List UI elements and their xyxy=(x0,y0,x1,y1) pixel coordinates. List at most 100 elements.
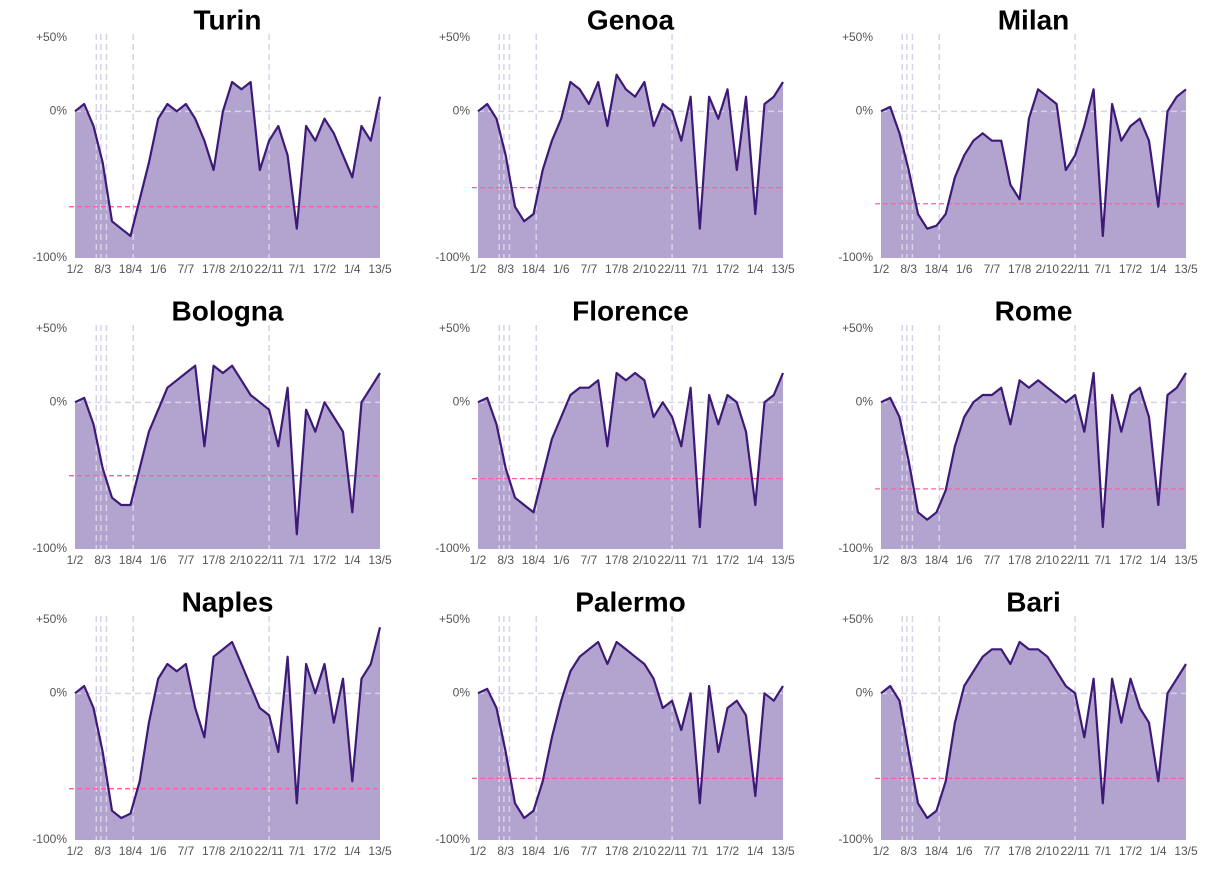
x-tick-label: 22/11 xyxy=(658,262,687,276)
y-tick-label: 0% xyxy=(856,686,874,700)
x-tick-label: 1/2 xyxy=(67,553,84,567)
x-tick-label: 18/4 xyxy=(119,844,143,858)
chart-title: Genoa xyxy=(587,4,675,35)
x-tick-label: 8/3 xyxy=(497,262,514,276)
x-tick-label: 1/4 xyxy=(344,844,361,858)
x-tick-label: 1/6 xyxy=(150,262,167,276)
area xyxy=(75,365,380,549)
y-tick-label: -100% xyxy=(435,832,470,846)
y-tick-label: 0% xyxy=(453,104,471,118)
x-tick-label: 7/7 xyxy=(984,262,1001,276)
x-tick-label: 1/4 xyxy=(1150,844,1167,858)
x-tick-label: 18/4 xyxy=(522,262,546,276)
x-tick-label: 1/6 xyxy=(553,844,570,858)
x-tick-label: 2/10 xyxy=(1036,844,1060,858)
y-tick-label: 0% xyxy=(50,686,68,700)
x-tick-label: 1/6 xyxy=(150,553,167,567)
area xyxy=(478,373,783,549)
chart-title: Milan xyxy=(998,4,1070,35)
x-tick-label: 22/11 xyxy=(255,553,284,567)
x-tick-label: 17/2 xyxy=(313,553,337,567)
x-tick-label: 22/11 xyxy=(1061,844,1090,858)
chart-panel: Turin +50% 0% -100%1/2 8/3 18/4 1/6 7/7 17/8 2/10… xyxy=(32,4,392,276)
y-tick-label: -100% xyxy=(838,250,873,264)
chart-panel: Florence +50% 0% -100%1/2 8/3 18/4 1/6 7/7 17/8 2… xyxy=(435,295,795,567)
x-tick-label: 8/3 xyxy=(900,262,917,276)
y-tick-label: -100% xyxy=(435,541,470,555)
x-tick-label: 1/2 xyxy=(470,844,487,858)
x-tick-label: 7/7 xyxy=(178,844,195,858)
x-tick-label: 7/1 xyxy=(1094,844,1111,858)
chart-panel: Bari +50% 0% -100%1/2 8/3 18/4 1/6 7/7 17/8 2/10 2… xyxy=(838,586,1198,858)
x-tick-label: 2/10 xyxy=(633,262,657,276)
x-tick-label: 1/2 xyxy=(470,262,487,276)
y-tick-label: +50% xyxy=(842,30,873,44)
x-tick-label: 7/1 xyxy=(1094,262,1111,276)
x-tick-label: 13/5 xyxy=(1174,262,1198,276)
x-tick-label: 22/11 xyxy=(255,262,284,276)
line xyxy=(477,371,785,529)
x-tick-label: 22/11 xyxy=(1061,262,1090,276)
x-tick-label: 13/5 xyxy=(1174,553,1198,567)
y-tick-label: +50% xyxy=(439,612,470,626)
x-tick-label: 13/5 xyxy=(771,844,795,858)
x-tick-label: 1/4 xyxy=(747,844,764,858)
x-tick-label: 1/6 xyxy=(956,844,973,858)
chart-panel: Palermo +50% 0% -100%1/2 8/3 18/4 1/6 7/7 17/8 2/… xyxy=(435,586,795,858)
x-tick-label: 17/8 xyxy=(202,262,226,276)
area xyxy=(881,642,1186,840)
x-tick-label: 8/3 xyxy=(94,844,111,858)
y-tick-label: +50% xyxy=(842,321,873,335)
line xyxy=(880,371,1187,529)
chart-title: Florence xyxy=(572,295,689,326)
x-tick-label: 17/2 xyxy=(716,262,740,276)
x-tick-label: 1/4 xyxy=(344,553,361,567)
x-tick-label: 13/5 xyxy=(368,553,392,567)
x-tick-label: 22/11 xyxy=(255,844,284,858)
y-tick-label: 0% xyxy=(856,104,874,118)
x-tick-label: 17/8 xyxy=(1008,844,1032,858)
x-tick-label: 18/4 xyxy=(119,553,143,567)
chart-title: Bologna xyxy=(172,295,284,326)
x-tick-label: 13/5 xyxy=(1174,844,1198,858)
area xyxy=(75,82,380,258)
area xyxy=(478,74,783,258)
x-tick-label: 17/2 xyxy=(1119,262,1143,276)
x-tick-label: 17/2 xyxy=(716,553,740,567)
chart-title: Turin xyxy=(194,4,262,35)
x-tick-label: 17/8 xyxy=(605,553,629,567)
x-tick-label: 7/7 xyxy=(581,844,598,858)
y-tick-label: 0% xyxy=(856,395,874,409)
x-tick-label: 7/1 xyxy=(691,844,708,858)
y-tick-label: 0% xyxy=(50,395,68,409)
y-tick-label: +50% xyxy=(439,30,470,44)
x-tick-label: 2/10 xyxy=(633,844,657,858)
x-tick-label: 7/1 xyxy=(1094,553,1111,567)
x-tick-label: 13/5 xyxy=(368,844,392,858)
y-tick-label: +50% xyxy=(439,321,470,335)
area xyxy=(75,627,380,840)
x-tick-label: 17/8 xyxy=(202,844,226,858)
chart-panel: Rome +50% 0% -100%1/2 8/3 18/4 1/6 7/7 17/8 2/10 2… xyxy=(838,295,1198,567)
area xyxy=(881,373,1186,549)
x-tick-label: 22/11 xyxy=(658,844,687,858)
x-tick-label: 13/5 xyxy=(771,553,795,567)
x-tick-label: 7/7 xyxy=(581,553,598,567)
x-tick-label: 7/7 xyxy=(178,553,195,567)
x-tick-label: 18/4 xyxy=(925,262,949,276)
x-tick-label: 1/4 xyxy=(1150,262,1167,276)
x-tick-label: 1/6 xyxy=(553,262,570,276)
x-tick-label: 2/10 xyxy=(1036,553,1060,567)
y-tick-label: +50% xyxy=(842,612,873,626)
y-tick-label: 0% xyxy=(453,686,471,700)
x-tick-label: 17/8 xyxy=(1008,262,1032,276)
line xyxy=(477,640,784,820)
x-tick-label: 1/6 xyxy=(150,844,167,858)
x-tick-label: 17/2 xyxy=(313,844,337,858)
chart-panel: Naples +50% 0% -100%1/2 8/3 18/4 1/6 7/7 17/8 2/1… xyxy=(32,586,392,858)
y-tick-label: -100% xyxy=(32,250,67,264)
x-tick-label: 2/10 xyxy=(230,262,254,276)
x-tick-label: 8/3 xyxy=(94,553,111,567)
x-tick-label: 18/4 xyxy=(925,844,949,858)
